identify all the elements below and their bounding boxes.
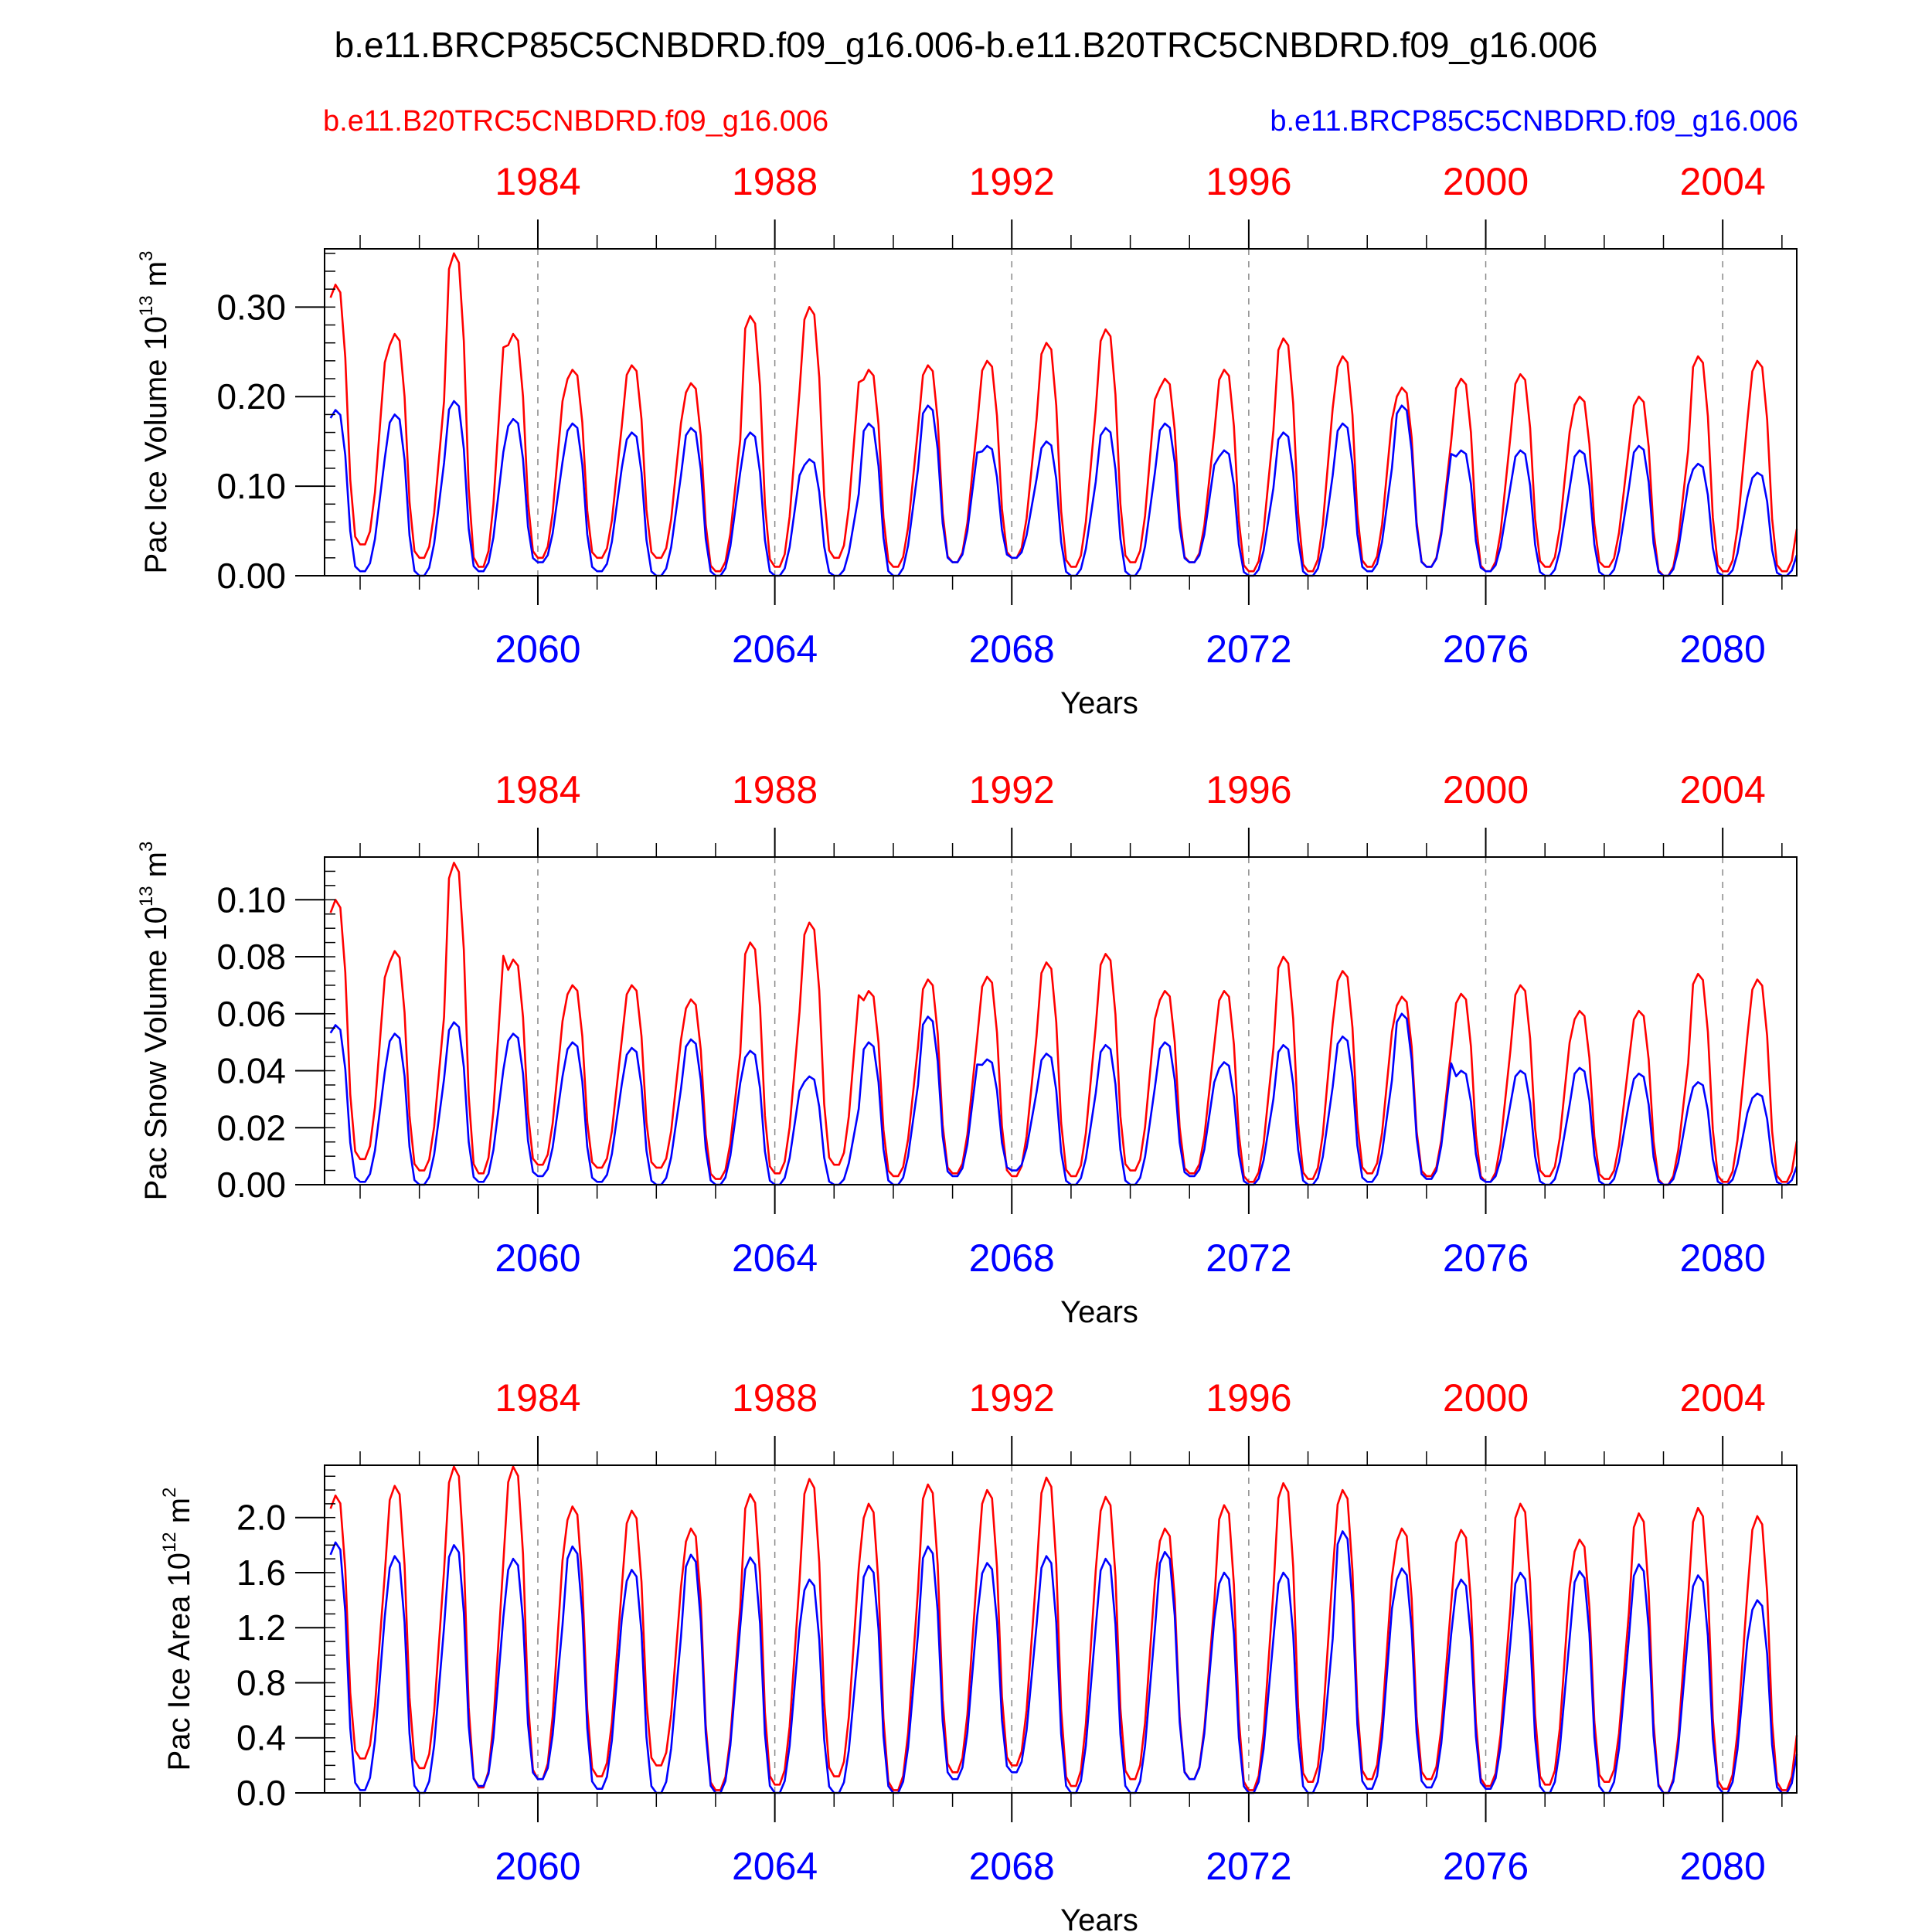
bottom-axis-label: 2064	[732, 1845, 818, 1888]
y-tick-label: 1.6	[236, 1553, 286, 1593]
bottom-axis-label: 2060	[495, 628, 580, 671]
x-axis-label: Years	[1060, 1295, 1138, 1329]
y-label-unit: m	[162, 1498, 196, 1532]
bottom-axis-label: 2064	[732, 1236, 818, 1280]
top-axis-label: 2000	[1443, 160, 1529, 203]
y-tick-label: 0.10	[216, 879, 286, 920]
top-axis-label: 1992	[969, 768, 1055, 811]
panel-ice-area: 0.0 0.4 0.8 1.2 1.6 2.0 1984 1988 1992 1996 2000 20…	[159, 1376, 1798, 1932]
y-label-unit-exponent: 3	[136, 842, 157, 852]
bottom-axis-label: 2072	[1206, 1845, 1291, 1888]
y-label-unit: m	[139, 852, 173, 886]
y-tick-label: 0.00	[216, 1165, 286, 1205]
y-label-text: Pac Ice Volume 10	[139, 316, 173, 574]
legend-red-case: b.e11.B20TRC5CNBDRD.f09_g16.006	[323, 105, 828, 138]
series-line-blue	[329, 400, 1798, 577]
y-axis-label: Pac Snow Volume 1013 m3	[136, 842, 173, 1201]
plot-frame	[324, 856, 1798, 1185]
bottom-axis-label: 2080	[1680, 628, 1766, 671]
top-axis-label: 1992	[969, 160, 1055, 203]
top-axis-label: 1996	[1206, 768, 1291, 811]
bottom-axis-label: 2076	[1443, 628, 1529, 671]
top-axis-label: 2000	[1443, 1376, 1529, 1420]
y-tick-label: 2.0	[236, 1498, 286, 1538]
bottom-axis-label: 2068	[969, 1845, 1055, 1888]
bottom-axis-label: 2080	[1680, 1845, 1766, 1888]
y-tick-label: 0.4	[236, 1718, 286, 1758]
top-axis-label: 2004	[1680, 160, 1766, 203]
series-line-red	[329, 862, 1798, 1186]
y-label-unit-exponent: 2	[159, 1488, 180, 1498]
top-axis-label: 1984	[495, 1376, 580, 1420]
bottom-axis-label: 2076	[1443, 1845, 1529, 1888]
y-tick-label: 0.04	[216, 1051, 286, 1091]
y-tick-label: 0.00	[216, 556, 286, 596]
y-tick-label: 0.10	[216, 466, 286, 506]
bottom-axis-label: 2072	[1206, 628, 1291, 671]
y-tick-label: 0.02	[216, 1107, 286, 1148]
top-axis-label: 2004	[1680, 1376, 1766, 1420]
legend-blue-case: b.e11.BRCP85C5CNBDRD.f09_g16.006	[1270, 105, 1798, 138]
top-axis-label: 2000	[1443, 768, 1529, 811]
bottom-axis-label: 2076	[1443, 1236, 1529, 1280]
y-tick-label: 0.06	[216, 994, 286, 1034]
series-line-red	[329, 252, 1798, 577]
bottom-axis-label: 2060	[495, 1845, 580, 1888]
figure-title: b.e11.BRCP85C5CNBDRD.f09_g16.006-b.e11.B…	[335, 25, 1598, 65]
bottom-axis-label: 2068	[969, 1236, 1055, 1280]
y-tick-label: 0.20	[216, 376, 286, 417]
top-axis-label: 1988	[732, 768, 818, 811]
top-axis-label: 1996	[1206, 160, 1291, 203]
top-axis-label: 1988	[732, 1376, 818, 1420]
top-axis-label: 1992	[969, 1376, 1055, 1420]
top-axis-label: 1988	[732, 160, 818, 203]
top-axis-label: 1996	[1206, 1376, 1291, 1420]
plot-frame	[324, 1464, 1798, 1794]
y-label-text: Pac Snow Volume 10	[139, 906, 173, 1200]
y-label-text: Pac Ice Area 10	[162, 1553, 196, 1770]
bottom-axis-label: 2064	[732, 628, 818, 671]
plot-frame	[324, 248, 1798, 577]
top-axis-label: 1984	[495, 768, 580, 811]
top-axis-label: 1984	[495, 160, 580, 203]
y-tick-label: 0.0	[236, 1773, 286, 1813]
y-label-unit-exponent: 3	[136, 250, 157, 260]
bottom-axis-label: 2080	[1680, 1236, 1766, 1280]
series-line-blue	[329, 1012, 1798, 1186]
y-tick-label: 0.8	[236, 1662, 286, 1702]
y-tick-label: 0.30	[216, 287, 286, 327]
panel-ice-volume: 0.00 0.10 0.20 0.30 1984 1988 1992 1996 2000 2004…	[136, 160, 1798, 720]
y-label-exponent: 13	[136, 295, 157, 316]
y-label-unit: m	[139, 261, 173, 295]
y-axis-label: Pac Ice Volume 1013 m3	[136, 250, 173, 573]
y-label-exponent: 13	[136, 886, 157, 906]
x-axis-label: Years	[1060, 686, 1138, 720]
y-tick-label: 1.2	[236, 1607, 286, 1648]
panel-snow-volume: 0.00 0.02 0.04 0.06 0.08 0.10 1984 1988 1992 1996…	[136, 768, 1798, 1329]
y-axis-label: Pac Ice Area 1012 m2	[159, 1488, 196, 1771]
x-axis-label: Years	[1060, 1903, 1138, 1932]
bottom-axis-label: 2072	[1206, 1236, 1291, 1280]
y-tick-label: 0.08	[216, 937, 286, 977]
y-label-exponent: 12	[159, 1532, 180, 1553]
series-line-blue	[329, 1530, 1798, 1794]
series-line-red	[329, 1465, 1798, 1794]
bottom-axis-label: 2068	[969, 628, 1055, 671]
bottom-axis-label: 2060	[495, 1236, 580, 1280]
top-axis-label: 2004	[1680, 768, 1766, 811]
